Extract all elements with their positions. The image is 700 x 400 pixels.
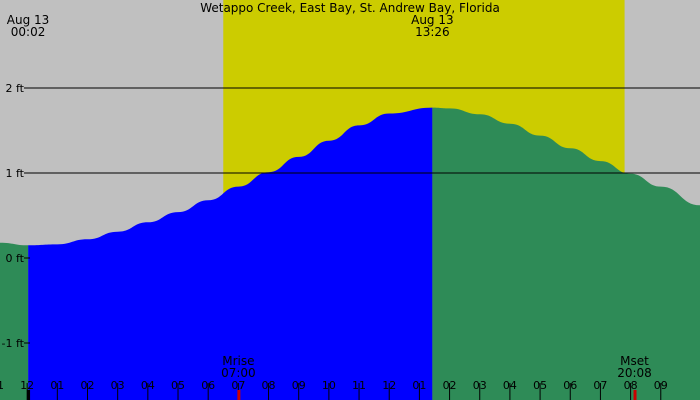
x-tick-label-17: 04: [503, 379, 517, 392]
x-tick-label-11: 10: [322, 379, 336, 392]
x-tick-label-3: 02: [81, 379, 95, 392]
x-tick-label-14: 01: [412, 379, 426, 392]
x-tick-label-1: 12: [20, 379, 34, 392]
x-tick-label-13: 12: [382, 379, 396, 392]
event-label-line1-3: Mset: [620, 354, 649, 368]
x-tick-label-20: 07: [593, 379, 607, 392]
event-label-line2-1: 13:26: [415, 25, 450, 39]
x-tick-label-10: 09: [292, 379, 306, 392]
x-tick-label-4: 03: [111, 379, 125, 392]
event-label-line2-0: 00:02: [11, 25, 46, 39]
x-tick-label-5: 04: [141, 379, 155, 392]
tide-area-1: [0, 242, 29, 400]
x-tick-label-18: 05: [533, 379, 547, 392]
x-tick-label-19: 06: [563, 379, 577, 392]
event-label-line1-1: Aug 13: [411, 13, 454, 27]
x-tick-label-7: 06: [201, 379, 215, 392]
x-tick-label-22: 09: [654, 379, 668, 392]
event-label-line2-3: 20:08: [617, 366, 652, 380]
x-tick-label-15: 02: [443, 379, 457, 392]
x-tick-label-2: 01: [50, 379, 64, 392]
x-tick-label-9: 08: [262, 379, 276, 392]
x-tick-label-12: 11: [352, 379, 366, 392]
y-tick-label-0: 2 ft: [6, 82, 25, 95]
y-tick-label-3: -1 ft: [2, 337, 25, 350]
x-tick-label-21: 08: [624, 379, 638, 392]
event-marker-0: [237, 390, 241, 400]
x-tick-label-0: 11: [0, 379, 4, 392]
x-tick-label-6: 05: [171, 379, 185, 392]
event-label-line2-2: 07:00: [221, 366, 256, 380]
event-label-line1-2: Mrise: [222, 354, 254, 368]
y-tick-label-2: 0 ft: [6, 252, 25, 265]
tide-area-2: [432, 107, 700, 400]
event-label-line1-0: Aug 13: [7, 13, 50, 27]
event-marker-2: [27, 390, 31, 400]
chart-title: Wetappo Creek, East Bay, St. Andrew Bay,…: [200, 1, 500, 15]
tide-area-0: [28, 107, 433, 400]
event-marker-1: [633, 390, 637, 400]
y-tick-label-1: 1 ft: [6, 167, 25, 180]
x-tick-label-8: 07: [231, 379, 245, 392]
x-tick-label-16: 03: [473, 379, 487, 392]
